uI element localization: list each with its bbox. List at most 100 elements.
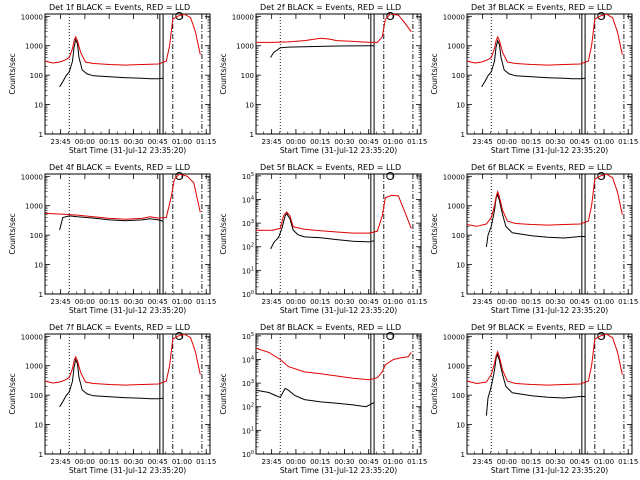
- y-tick-label: 10: [456, 102, 465, 110]
- chart-title: Det 4f BLACK = Events, RED = LLD: [49, 163, 190, 172]
- x-tick-label: 01:00: [172, 298, 192, 306]
- x-tick-label: 00:30: [545, 138, 565, 146]
- x-tick-label: 00:30: [545, 458, 565, 466]
- chart-title: Det 3f BLACK = Events, RED = LLD: [471, 3, 612, 12]
- chart-panel: Det 5f BLACK = Events, RED = LLD10010110…: [219, 163, 427, 315]
- x-tick-label: 01:15: [618, 298, 638, 306]
- x-tick-label: 01:00: [594, 138, 614, 146]
- x-tick-label: 00:30: [123, 458, 143, 466]
- y-tick-label: 1: [39, 451, 43, 459]
- x-tick-label: 01:00: [594, 298, 614, 306]
- y-tick-label: 10: [245, 102, 254, 110]
- x-tick-label: 00:45: [359, 298, 379, 306]
- x-tick-label: 00:30: [123, 298, 143, 306]
- x-tick-label: 01:15: [196, 138, 216, 146]
- y-tick-label: 10000: [21, 173, 43, 181]
- x-tick-label: 00:15: [521, 298, 541, 306]
- series-line-red: [467, 334, 623, 386]
- x-tick-label: 00:15: [310, 458, 330, 466]
- x-tick-label: 00:30: [545, 298, 565, 306]
- x-tick-label: 23:45: [473, 298, 493, 306]
- series-line-black: [270, 212, 375, 250]
- y-tick-label: 102: [242, 403, 254, 412]
- circle-marker: [597, 12, 606, 20]
- y-tick-exponent: 2: [251, 243, 254, 249]
- x-axis-label: Start Time (31-Jul-12 23:35:20): [69, 146, 186, 155]
- chart-title: Det 5f BLACK = Events, RED = LLD: [260, 163, 401, 172]
- y-tick-label: 1: [461, 131, 465, 139]
- x-axis-label: Start Time (31-Jul-12 23:35:20): [280, 306, 397, 315]
- chart-panel: Det 6f BLACK = Events, RED = LLD 1 10 100 10…: [430, 163, 638, 315]
- x-tick-label: 00:45: [148, 458, 168, 466]
- y-tick-label: 100: [242, 450, 254, 459]
- y-tick-label: 105: [242, 332, 254, 341]
- plot-frame: [466, 173, 633, 295]
- x-tick-label: 00:45: [570, 138, 590, 146]
- circle-marker: [386, 12, 395, 20]
- x-tick-label: 00:00: [497, 298, 517, 306]
- chart-panel: Det 8f BLACK = Events, RED = LLD10010110…: [219, 323, 427, 475]
- series-line-black: [59, 215, 164, 231]
- y-tick-label: 104: [242, 195, 254, 204]
- y-tick-label: 10000: [21, 333, 43, 341]
- x-tick-label: 00:45: [570, 298, 590, 306]
- y-tick-label: 10: [456, 422, 465, 430]
- x-tick-label: 00:45: [148, 138, 168, 146]
- series-line-black: [270, 45, 375, 58]
- y-tick-label: 100: [452, 392, 465, 400]
- x-tick-label: 01:00: [594, 458, 614, 466]
- x-tick-label: 00:00: [497, 458, 517, 466]
- x-axis-label: Start Time (31-Jul-12 23:35:20): [69, 306, 186, 315]
- plot-frame: [255, 173, 422, 295]
- y-axis-label: Counts/sec: [8, 53, 17, 94]
- x-tick-label: 00:45: [359, 138, 379, 146]
- x-axis-label: Start Time (31-Jul-12 23:35:20): [491, 146, 608, 155]
- y-tick-label: 100: [452, 72, 465, 80]
- series-line-red: [45, 174, 201, 220]
- y-tick-exponent: 1: [251, 266, 254, 272]
- y-tick-label: 105: [242, 172, 254, 181]
- y-tick-label: 1000: [25, 43, 43, 51]
- x-tick-label: 00:15: [310, 298, 330, 306]
- x-tick-label: 00:00: [497, 138, 517, 146]
- plot-frame: [255, 13, 422, 135]
- y-tick-label: 10: [34, 102, 43, 110]
- x-tick-label: 01:15: [407, 458, 427, 466]
- y-tick-label: 1000: [447, 203, 465, 211]
- x-tick-label: 01:00: [383, 298, 403, 306]
- y-tick-label: 10000: [443, 173, 465, 181]
- x-tick-label: 01:00: [172, 458, 192, 466]
- y-axis-label: Counts/sec: [430, 373, 439, 414]
- x-axis-label: Start Time (31-Jul-12 23:35:20): [69, 466, 186, 475]
- plot-frame: [44, 333, 211, 455]
- y-tick-exponent: 1: [251, 426, 254, 432]
- series-line-red: [45, 14, 201, 66]
- y-tick-exponent: 4: [251, 355, 254, 361]
- y-tick-exponent: 2: [251, 403, 254, 409]
- y-tick-exponent: 3: [251, 219, 254, 225]
- circle-marker: [175, 172, 184, 180]
- y-tick-label: 100: [30, 232, 43, 240]
- y-tick-label: 100: [452, 232, 465, 240]
- plot-frame: [44, 173, 211, 295]
- x-tick-label: 00:15: [521, 458, 541, 466]
- y-tick-label: 1: [39, 291, 43, 299]
- y-tick-label: 1: [39, 131, 43, 139]
- y-tick-label: 1000: [25, 203, 43, 211]
- circle-marker: [175, 12, 184, 20]
- y-tick-label: 10000: [21, 13, 43, 21]
- x-tick-label: 00:00: [75, 458, 95, 466]
- x-tick-label: 23:45: [51, 298, 71, 306]
- circle-marker: [386, 172, 395, 180]
- x-tick-label: 00:15: [99, 138, 119, 146]
- x-tick-label: 00:00: [286, 458, 306, 466]
- y-tick-label: 1: [461, 451, 465, 459]
- series-line-red: [256, 347, 412, 381]
- plot-frame: [466, 13, 633, 135]
- x-tick-label: 00:00: [286, 138, 306, 146]
- y-tick-exponent: 4: [251, 195, 254, 201]
- circle-marker: [597, 332, 606, 340]
- x-axis-label: Start Time (31-Jul-12 23:35:20): [491, 306, 608, 315]
- y-axis-label: Counts/sec: [8, 373, 17, 414]
